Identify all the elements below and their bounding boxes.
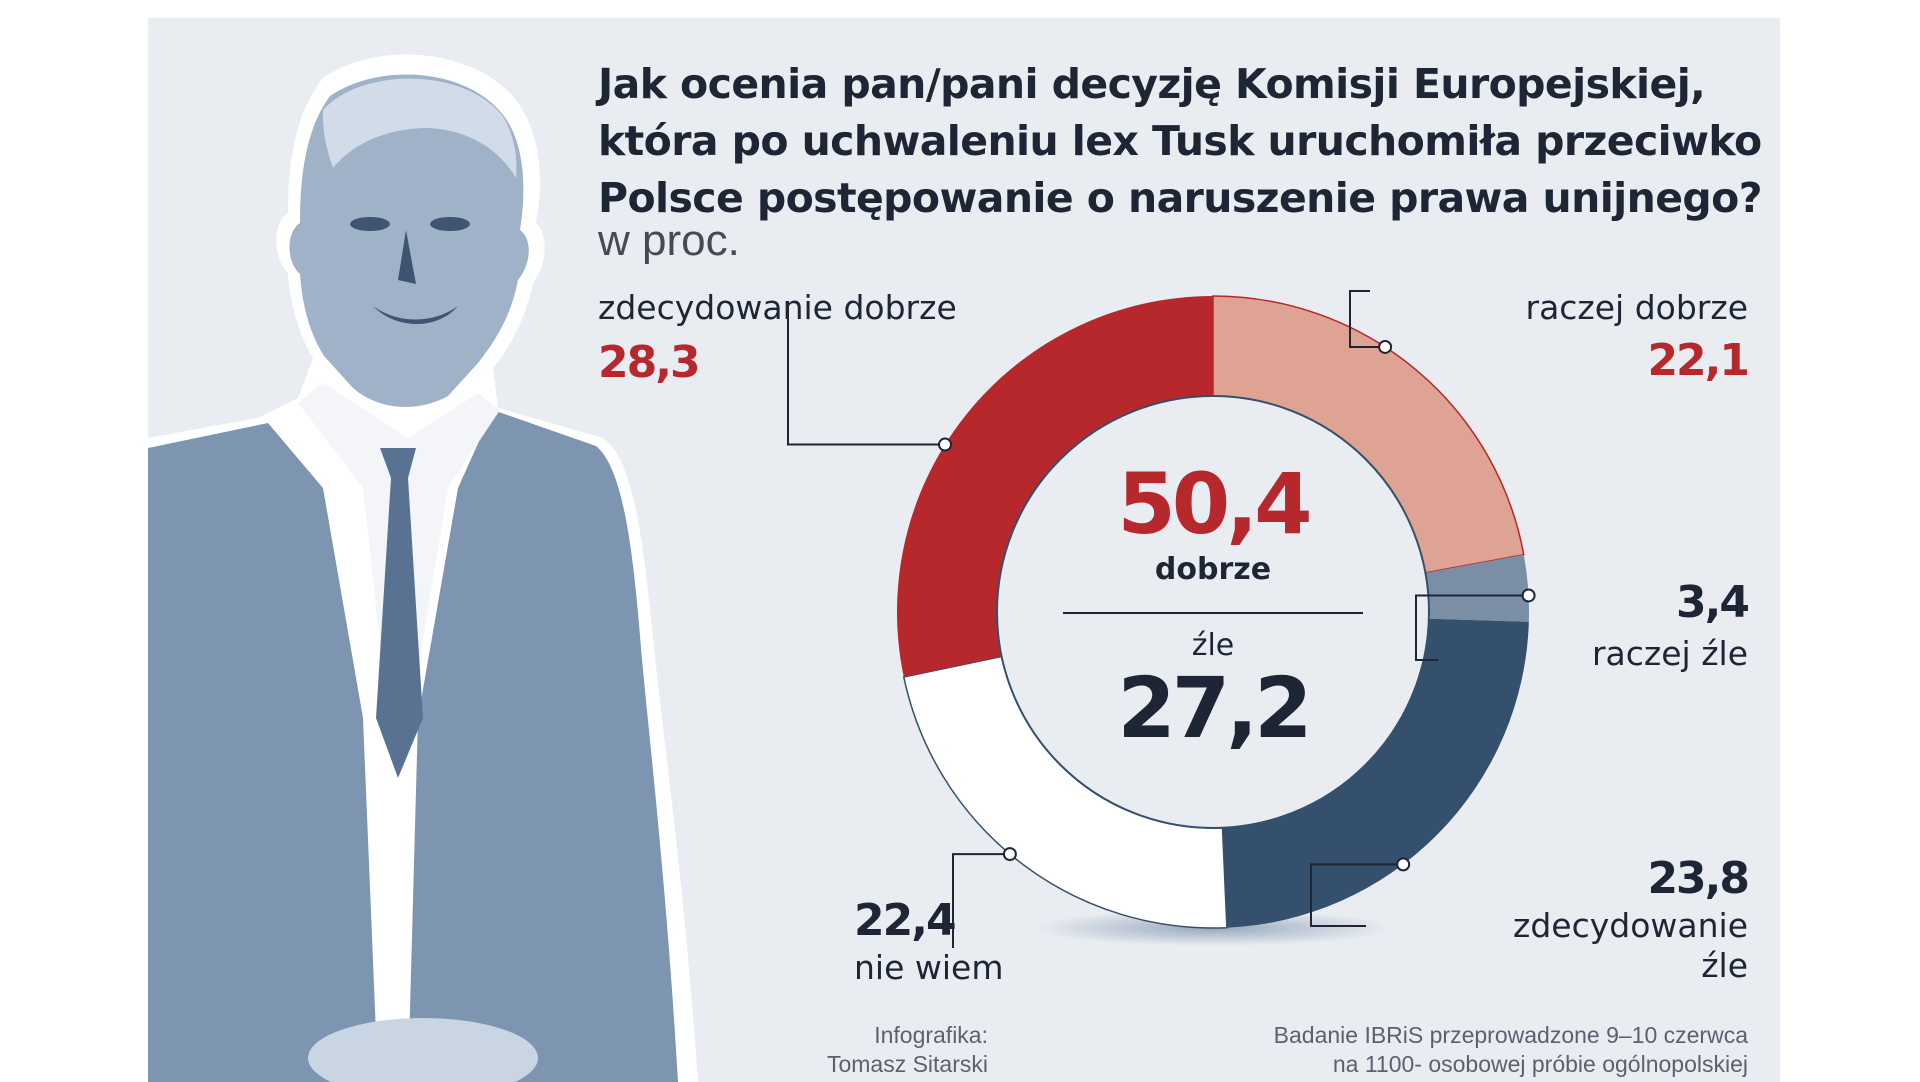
leader-line-nie-wiem: [952, 853, 1010, 948]
portrait-illustration: [148, 54, 698, 1082]
label-raczej-zle: raczej źle: [1591, 634, 1748, 673]
leader-marker-raczej-dobrze: [1378, 339, 1393, 354]
chart-title-line: Jak ocenia pan/pani decyzję Komisji Euro…: [598, 60, 1706, 108]
credit-infographic-line2: Tomasz Sitarski: [826, 1051, 988, 1077]
summary-good: 50,4 dobrze: [1063, 456, 1363, 588]
portrait-body: [148, 410, 678, 1082]
summary-bad: źle 27,2: [1063, 628, 1363, 756]
summary-bad-label: źle: [1191, 628, 1235, 663]
value-raczej-zle: 3,4: [1676, 577, 1750, 628]
label-zdecydowanie-zle-line2: źle: [1701, 946, 1748, 985]
label-nie-wiem: nie wiem: [854, 948, 1004, 987]
value-zdecydowanie-zle: 23,8: [1647, 853, 1750, 904]
slice-raczej-zle: [1425, 554, 1529, 622]
leader-line-zdecydowanie-dobrze: [787, 301, 946, 446]
portrait-features: [350, 217, 470, 324]
chart-title: Jak ocenia pan/pani decyzję Komisji Euro…: [598, 56, 1763, 227]
chart-unit: w proc.: [598, 216, 740, 265]
summary-good-value: 50,4: [1117, 455, 1312, 553]
credit-source-line2: na 1100- osobowej próbie ogólnopolskiej: [1332, 1051, 1748, 1077]
leader-marker-zdecydowanie-dobrze: [938, 437, 953, 452]
donut-chart: [787, 290, 1536, 948]
value-zdecydowanie-dobrze: 28,3: [598, 337, 701, 388]
portrait-hands: [308, 1018, 538, 1082]
label-zdecydowanie-dobrze: zdecydowanie dobrze: [598, 288, 957, 327]
leader-marker-nie-wiem: [1002, 847, 1017, 862]
value-nie-wiem: 22,4: [854, 895, 957, 946]
leader-line-raczej-zle: [1415, 594, 1529, 661]
portrait-tie: [376, 448, 423, 778]
slice-zdecydowanie-zle: [1222, 618, 1529, 928]
credit-source-line1: Badanie IBRiS przeprowadzone 9–10 czerwc…: [1273, 1022, 1748, 1048]
portrait-face: [289, 74, 529, 407]
label-zdecydowanie-zle-line1: zdecydowanie: [1513, 906, 1748, 945]
summary-good-label: dobrze: [1154, 552, 1272, 587]
label-raczej-dobrze: raczej dobrze: [1525, 288, 1749, 327]
leader-line-raczej-dobrze: [1349, 290, 1386, 348]
slice-zdecydowanie-dobrze: [897, 296, 1213, 678]
summary-bad-value: 27,2: [1117, 659, 1312, 757]
infographic-panel: Jak ocenia pan/pani decyzję Komisji Euro…: [148, 18, 1780, 1082]
leader-line-zdecydowanie-zle: [1310, 863, 1404, 927]
chart-title-line: Polsce postępowanie o naruszenie prawa u…: [598, 174, 1763, 222]
chart-title-line: która po uchwaleniu lex Tusk uruchomiła …: [598, 117, 1762, 165]
portrait-hair: [322, 78, 517, 178]
leader-marker-zdecydowanie-zle: [1396, 857, 1411, 872]
value-raczej-dobrze: 22,1: [1647, 335, 1750, 386]
leader-marker-raczej-zle: [1521, 588, 1536, 603]
credit-infographic-line1: Infografika:: [874, 1022, 988, 1048]
